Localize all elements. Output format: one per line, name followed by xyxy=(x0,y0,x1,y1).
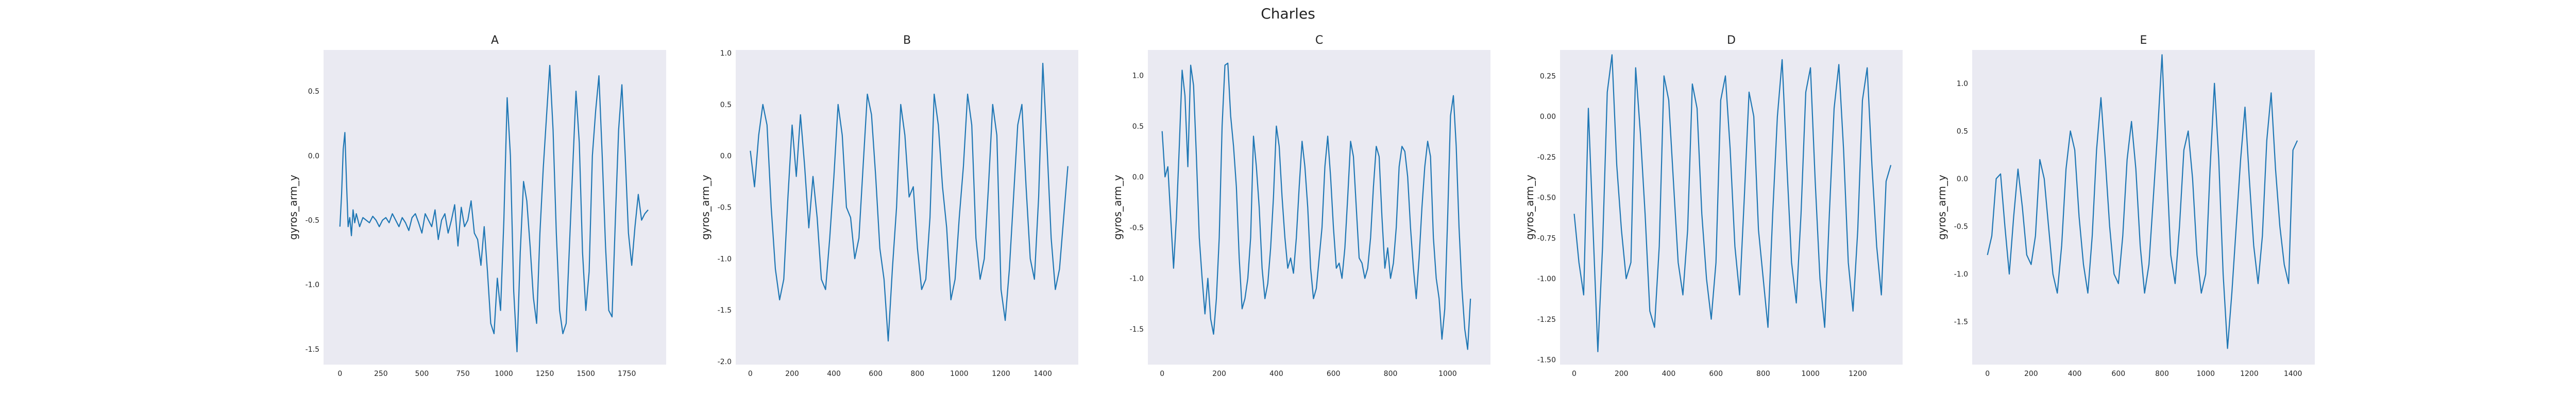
x-tick-label: 1400 xyxy=(2284,370,2302,378)
y-tick-label: -1.50 xyxy=(1537,356,1556,365)
x-tick-label: 500 xyxy=(415,370,429,378)
y-tick-label: -0.5 xyxy=(718,204,732,212)
x-tick-label: 1250 xyxy=(536,370,554,378)
y-axis-label: gyros_arm_y xyxy=(1523,175,1536,240)
x-tick-label: 800 xyxy=(1756,370,1770,378)
y-tick-label: -1.5 xyxy=(1954,318,1968,327)
y-tick-label: -1.00 xyxy=(1537,275,1556,283)
figure-suptitle: Charles xyxy=(1261,5,1315,22)
x-tick-label: 400 xyxy=(1269,370,1283,378)
y-tick-label: 0.5 xyxy=(1132,123,1144,131)
y-tick-label: -1.5 xyxy=(1130,325,1144,334)
x-tick-label: 200 xyxy=(1212,370,1226,378)
x-tick-label: 1200 xyxy=(992,370,1010,378)
x-tick-label: 1750 xyxy=(618,370,636,378)
x-tick-label: 800 xyxy=(910,370,924,378)
plot-area xyxy=(736,50,1078,365)
y-tick-label: -0.50 xyxy=(1537,194,1556,202)
plot-area xyxy=(1972,50,2315,365)
y-tick-label: 0.0 xyxy=(1957,175,1968,183)
x-tick-label: 250 xyxy=(374,370,388,378)
y-axis-label: gyros_arm_y xyxy=(1111,175,1124,240)
x-tick-label: 0 xyxy=(1985,370,1990,378)
y-tick-label: 0.5 xyxy=(1957,127,1968,135)
y-tick-label: -0.25 xyxy=(1537,153,1556,162)
x-tick-label: 400 xyxy=(1662,370,1676,378)
x-tick-label: 0 xyxy=(748,370,753,378)
y-axis-label: gyros_arm_y xyxy=(1936,175,1948,240)
x-tick-label: 1500 xyxy=(577,370,595,378)
y-axis-label: gyros_arm_y xyxy=(287,175,299,240)
y-tick-label: -1.0 xyxy=(718,255,732,263)
y-tick-label: -0.5 xyxy=(306,217,319,225)
series-line xyxy=(750,62,1069,342)
series-line xyxy=(1161,62,1471,350)
y-tick-label: 0.25 xyxy=(1540,72,1556,80)
subplot-title: E xyxy=(2140,34,2147,47)
x-tick-label: 1000 xyxy=(495,370,513,378)
y-tick-label: 0.0 xyxy=(720,152,732,161)
subplot-title: B xyxy=(903,34,911,47)
x-tick-label: 1000 xyxy=(2196,370,2215,378)
x-tick-label: 400 xyxy=(827,370,841,378)
x-tick-label: 600 xyxy=(1327,370,1341,378)
x-tick-label: 1000 xyxy=(1801,370,1820,378)
plot-area xyxy=(1560,50,1903,365)
y-tick-label: 0.0 xyxy=(308,152,319,160)
y-tick-label: 0.0 xyxy=(1132,173,1144,181)
y-tick-label: 1.0 xyxy=(1957,80,1968,88)
x-tick-label: 0 xyxy=(1160,370,1164,378)
y-tick-label: 1.0 xyxy=(720,49,732,58)
y-tick-label: -1.0 xyxy=(1954,270,1968,279)
x-tick-label: 1000 xyxy=(950,370,969,378)
y-tick-label: -1.0 xyxy=(306,281,319,289)
y-tick-label: 0.00 xyxy=(1540,113,1556,121)
y-tick-label: 1.0 xyxy=(1132,72,1144,80)
x-tick-label: 1200 xyxy=(2240,370,2259,378)
subplot-title: A xyxy=(491,34,499,47)
y-tick-label: -1.25 xyxy=(1537,316,1556,324)
x-tick-label: 1000 xyxy=(1438,370,1457,378)
x-tick-label: 400 xyxy=(2068,370,2082,378)
y-tick-label: 0.5 xyxy=(308,88,319,96)
y-tick-label: -1.5 xyxy=(718,306,732,315)
series-line xyxy=(339,64,649,353)
x-tick-label: 800 xyxy=(1384,370,1398,378)
y-tick-label: -0.5 xyxy=(1130,224,1144,232)
x-tick-label: 1200 xyxy=(1849,370,1867,378)
x-tick-label: 200 xyxy=(1615,370,1629,378)
subplot-title: D xyxy=(1727,34,1736,47)
y-axis-label: gyros_arm_y xyxy=(699,175,711,240)
x-tick-label: 750 xyxy=(456,370,470,378)
y-tick-label: -2.0 xyxy=(718,358,732,366)
x-tick-label: 200 xyxy=(785,370,799,378)
x-tick-label: 0 xyxy=(337,370,342,378)
series-line xyxy=(1987,54,2298,349)
y-tick-label: -0.5 xyxy=(1954,223,1968,231)
y-tick-label: -1.0 xyxy=(1130,274,1144,283)
plot-area xyxy=(1148,50,1490,365)
x-tick-label: 200 xyxy=(2024,370,2038,378)
x-tick-label: 0 xyxy=(1572,370,1577,378)
x-tick-label: 600 xyxy=(2111,370,2125,378)
y-tick-label: -0.75 xyxy=(1537,234,1556,243)
x-tick-label: 600 xyxy=(869,370,883,378)
series-line xyxy=(1573,54,1892,352)
subplot-title: C xyxy=(1315,34,1323,47)
x-tick-label: 1400 xyxy=(1033,370,1052,378)
x-tick-label: 600 xyxy=(1709,370,1723,378)
x-tick-label: 800 xyxy=(2155,370,2169,378)
y-tick-label: -1.5 xyxy=(306,346,319,354)
y-tick-label: 0.5 xyxy=(720,101,732,109)
